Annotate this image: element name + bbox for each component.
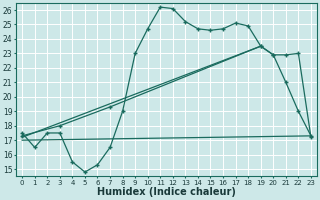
X-axis label: Humidex (Indice chaleur): Humidex (Indice chaleur): [97, 187, 236, 197]
